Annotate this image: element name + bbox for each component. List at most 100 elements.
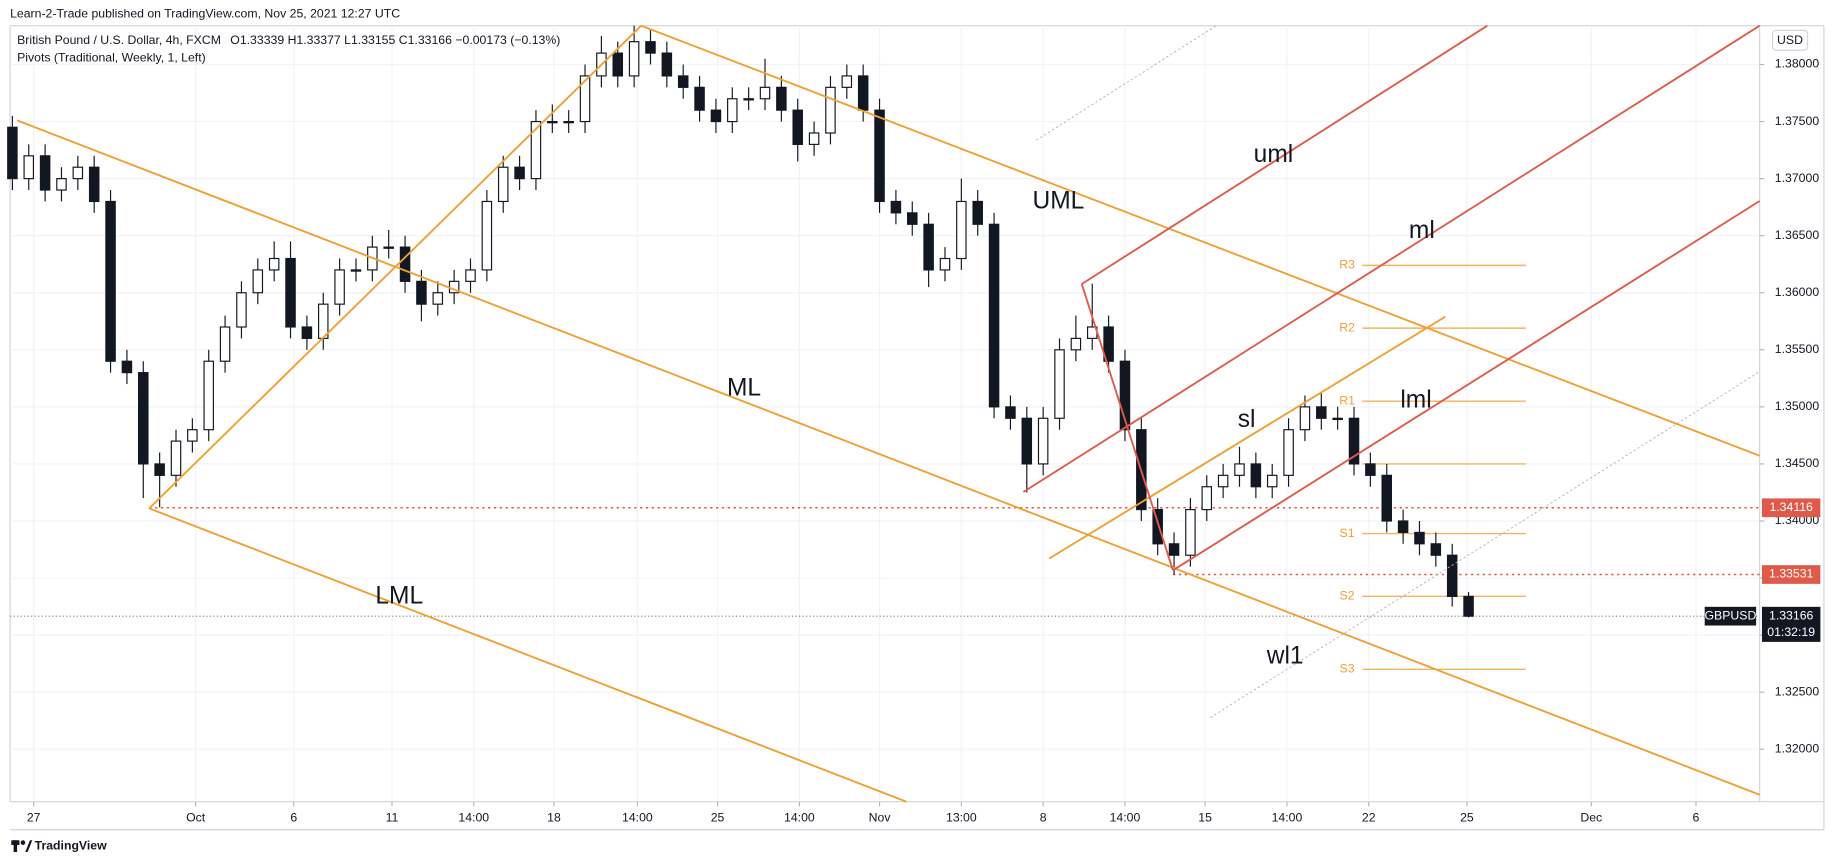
candle-down <box>138 372 149 465</box>
warning-line <box>1035 25 1217 141</box>
price-tag <box>1761 498 1821 518</box>
candle-down <box>301 326 313 339</box>
candle-down <box>661 52 673 77</box>
candle-up <box>743 98 754 101</box>
candle-down <box>792 109 803 145</box>
y-tick-label: 1.35000 <box>1775 399 1820 413</box>
candle-up <box>1037 417 1049 465</box>
x-tick-label: 14:00 <box>1272 810 1303 824</box>
pivot-label: S1 <box>1340 526 1355 540</box>
candle-down <box>7 126 18 180</box>
candle-up <box>252 269 264 294</box>
candle-up <box>350 269 362 272</box>
candle-down <box>399 246 411 282</box>
x-tick-label: 25 <box>1460 810 1474 824</box>
candle-down <box>677 75 689 88</box>
x-tick-label: 14:00 <box>458 810 489 824</box>
candle-down <box>105 200 116 362</box>
y-tick-label: 1.37000 <box>1775 171 1820 185</box>
candle-down <box>39 155 51 191</box>
candle-down <box>1414 531 1425 545</box>
chart-title: British Pound / U.S. Dollar, 4h, FXCM <box>17 33 221 47</box>
candle-up <box>1266 474 1278 488</box>
annotation: sl <box>1238 406 1256 433</box>
annotation: uml <box>1254 141 1294 168</box>
candle-down <box>857 75 869 111</box>
median-line <box>16 119 1760 796</box>
pivot-label: R2 <box>1339 320 1355 334</box>
candle-down <box>972 200 983 225</box>
candle-up <box>465 269 476 282</box>
candle-up <box>1299 406 1311 431</box>
price-tag-label: 1.34116 <box>1769 500 1813 514</box>
candle-down <box>1446 554 1458 598</box>
candle-up <box>268 257 280 271</box>
candle-up <box>72 166 84 180</box>
y-tick-label: 1.34500 <box>1775 456 1820 470</box>
grid <box>7 25 1760 802</box>
candle-down <box>612 52 624 77</box>
pivot-label: S3 <box>1340 662 1355 676</box>
pitchfork-upper <box>1081 24 1488 285</box>
pitchfork-median <box>1022 24 1761 493</box>
price-tag <box>1761 565 1821 584</box>
candle-down <box>514 166 525 180</box>
indicator-name: Pivots (Traditional, Weekly, 1, Left) <box>17 51 206 65</box>
x-tick-label: 11 <box>386 810 399 824</box>
x-tick-label: 14:00 <box>784 810 815 824</box>
candle-up <box>1217 474 1229 488</box>
tradingview-logo <box>11 840 33 852</box>
candle-down <box>988 223 1000 408</box>
candle-down <box>1152 508 1163 545</box>
candle-up <box>939 257 951 271</box>
x-tick-label: Dec <box>1580 810 1602 824</box>
candle-down <box>285 257 296 328</box>
candle-down <box>890 200 902 214</box>
candle-up <box>432 292 444 305</box>
candle-down <box>154 463 165 476</box>
annotation: lml <box>1400 386 1431 413</box>
candle-down <box>1348 417 1360 465</box>
x-tick-label: 14:00 <box>1110 810 1141 824</box>
candle-down <box>874 109 885 203</box>
candle-down <box>776 86 787 111</box>
last-price-tag <box>1761 606 1821 642</box>
candle-up <box>825 86 836 134</box>
candle-up <box>759 86 771 100</box>
candle-up <box>530 120 542 180</box>
candle-up <box>481 200 493 271</box>
currency[interactable]: USD <box>1777 33 1803 47</box>
x-tick-label: 22 <box>1362 810 1376 824</box>
y-tick-label: 1.37500 <box>1775 114 1820 128</box>
candle-up <box>219 326 231 362</box>
candle-down <box>88 166 100 203</box>
candle-down <box>1381 474 1393 522</box>
y-tick-label: 1.32000 <box>1775 741 1820 755</box>
candle-up <box>808 132 820 145</box>
candle-up <box>1234 463 1245 476</box>
annotation: wl1 <box>1266 642 1304 669</box>
pivot-label: R1 <box>1339 393 1355 407</box>
upper-median-line <box>640 24 1760 457</box>
candle-up <box>334 269 345 305</box>
candle-up <box>1332 417 1343 421</box>
currency-box[interactable] <box>1771 29 1809 51</box>
candle-down <box>1103 326 1114 362</box>
x-tick-label: 18 <box>547 810 561 824</box>
sliding-line <box>1048 315 1446 560</box>
candle-down <box>1365 463 1376 476</box>
candle-down <box>907 212 918 225</box>
candle-up <box>23 155 35 180</box>
candle-up <box>547 120 558 124</box>
quote: O1.33339 H1.33377 L1.33155 C1.33166 −0.0… <box>230 33 560 47</box>
x-tick-label: 13:00 <box>946 810 977 824</box>
candle-up <box>579 75 591 123</box>
y-tick-label: 1.38000 <box>1775 57 1820 71</box>
candle-up <box>1054 349 1065 419</box>
x-tick-label: 27 <box>27 810 41 824</box>
pivot-label: R3 <box>1339 258 1355 272</box>
candle-up <box>56 178 67 191</box>
candle-down <box>121 360 133 374</box>
